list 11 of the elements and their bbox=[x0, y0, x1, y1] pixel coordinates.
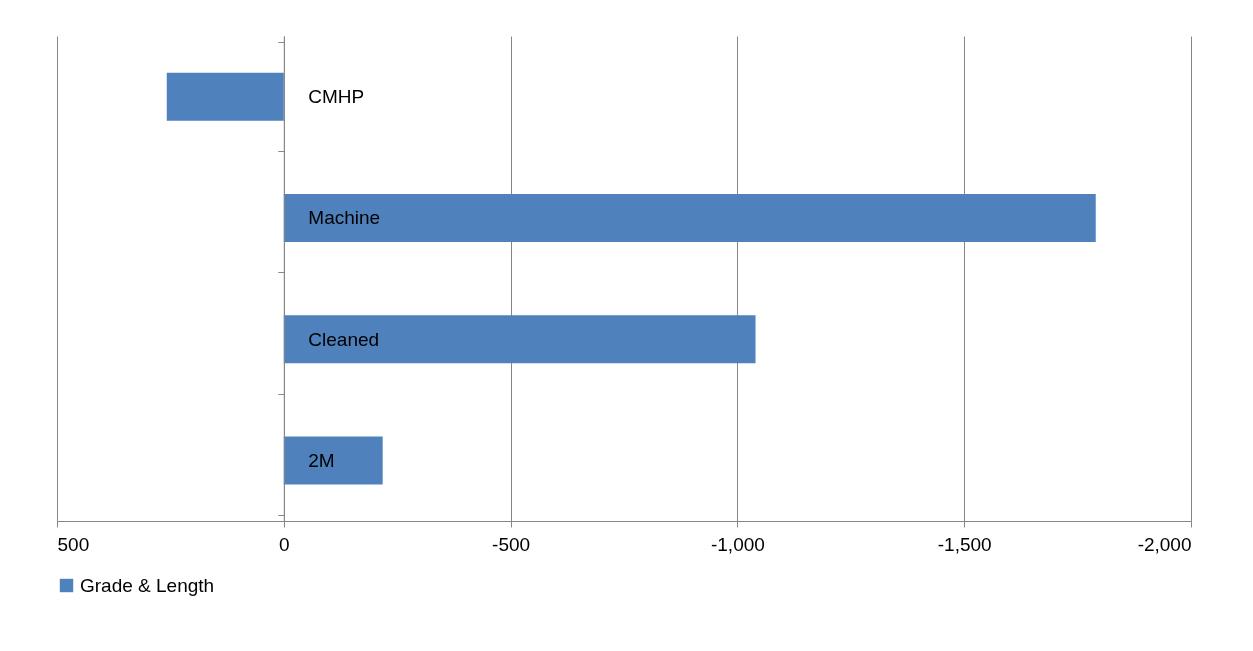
y-tick-label: CMHP bbox=[308, 86, 365, 108]
y-tick-label: Cleaned bbox=[308, 328, 380, 350]
x-tick-label: 500 bbox=[57, 533, 90, 555]
x-tick-label: 0 bbox=[279, 533, 290, 555]
x-tick-label: -1,000 bbox=[710, 533, 765, 555]
y-tick-label: 2M bbox=[308, 449, 335, 471]
x-tick-label: -2,000 bbox=[1137, 533, 1192, 555]
x-tick-label: -500 bbox=[492, 533, 531, 555]
x-tick-label: -1,500 bbox=[937, 533, 992, 555]
y-tick-label: Machine bbox=[308, 207, 381, 229]
legend-label: Grade & Length bbox=[80, 574, 215, 596]
